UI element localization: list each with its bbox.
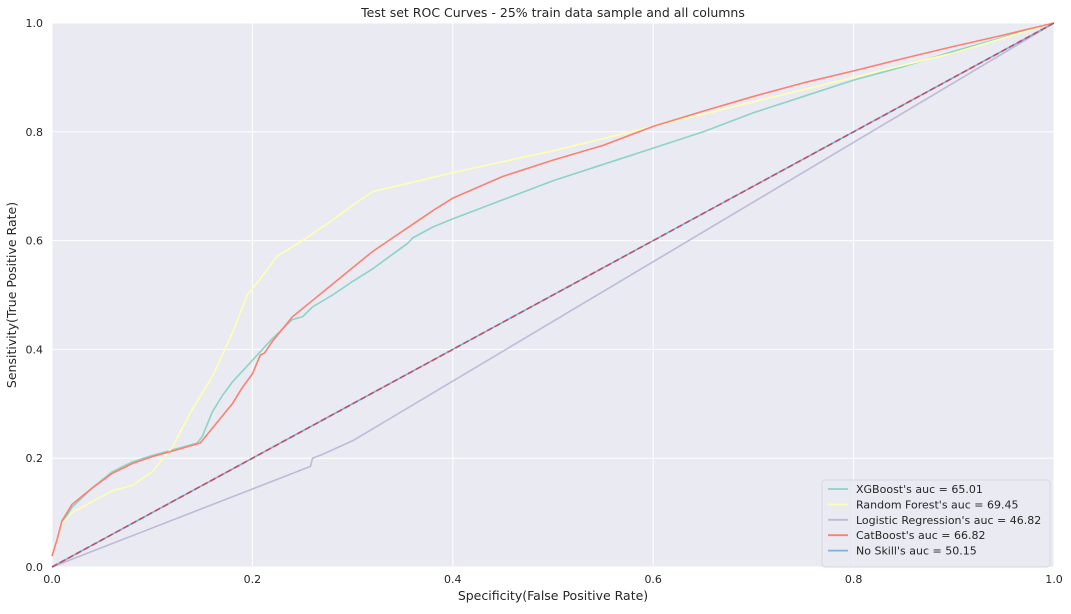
series-line-0 [51, 22, 1055, 557]
y-tick-label: 1.0 [26, 17, 44, 30]
chart-title: Test set ROC Curves - 25% train data sam… [360, 5, 745, 20]
y-tick-label: 0.2 [26, 452, 44, 465]
y-axis-label: Sensitivity(True Positive Rate) [4, 202, 19, 388]
series-line-3 [51, 22, 1055, 557]
legend: XGBoost's auc = 65.01 Random Forest's auc… [821, 479, 1051, 568]
tick-labels: 0.0 0.2 0.4 0.6 0.8 1.0 0.0 0.2 0.4 0.6 0.8 1.0 [26, 17, 1063, 586]
x-tick-label: 0.0 [43, 573, 61, 586]
x-tick-label: 1.0 [1045, 573, 1063, 586]
x-tick-label: 0.4 [444, 573, 462, 586]
x-tick-label: 0.2 [244, 573, 262, 586]
legend-label: No Skill's auc = 50.15 [856, 545, 977, 558]
y-tick-label: 0.6 [26, 235, 44, 248]
y-tick-label: 0.8 [26, 126, 44, 139]
y-tick-label: 0.0 [26, 561, 44, 574]
x-axis-label: Specificity(False Positive Rate) [458, 588, 648, 603]
legend-label: Random Forest's auc = 69.45 [856, 498, 1019, 511]
x-tick-label: 0.8 [845, 573, 863, 586]
legend-label: CatBoost's auc = 66.82 [856, 529, 986, 542]
x-tick-label: 0.6 [644, 573, 662, 586]
legend-label: Logistic Regression's auc = 46.82 [856, 514, 1041, 527]
y-tick-label: 0.4 [26, 343, 44, 356]
series-line-2 [51, 22, 1055, 568]
series-line-1 [51, 22, 1055, 557]
legend-box [821, 479, 1051, 568]
legend-label: XGBoost's auc = 65.01 [856, 483, 983, 496]
series-lines [51, 22, 1055, 568]
series-line-5 [51, 22, 1055, 568]
